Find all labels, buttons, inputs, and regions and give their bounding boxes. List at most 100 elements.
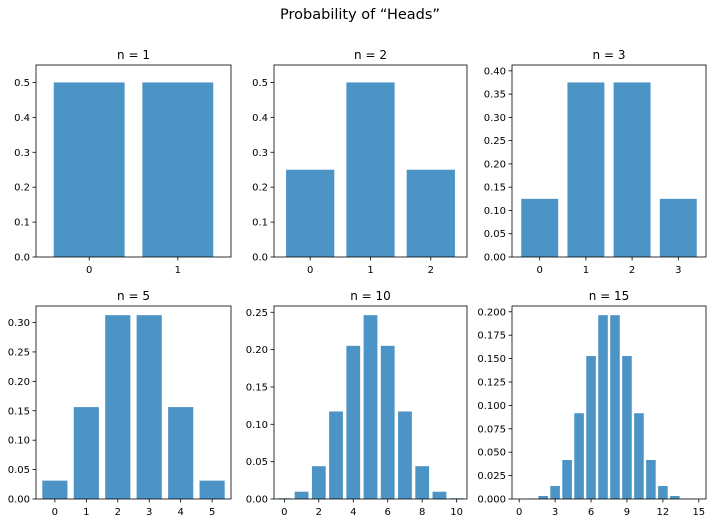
bar-11 [646,460,656,499]
y-tick-label: 0.175 [477,331,506,342]
bar-10 [634,413,644,499]
bar-5 [574,413,584,499]
y-tick-label: 0.05 [484,229,506,240]
x-tick-label: 6 [588,507,594,518]
bar-13 [670,496,680,499]
bar-9 [432,491,447,499]
y-tick-label: 0.30 [8,318,30,329]
x-tick-label: 4 [350,507,356,518]
bar-6 [586,356,596,499]
y-tick-label: 0.3 [14,148,30,159]
subplot-title: n = 5 [117,289,150,303]
x-tick-label: 2 [316,507,322,518]
axes-frame [273,305,468,500]
subplot-n3: n = 3 0.00 0.05 0.10 0.15 0.20 0.25 0.30 0.35 0.4… [484,48,707,276]
y-tick-label: 0.15 [484,183,506,194]
y-tick-label: 0.2 [14,183,30,194]
y-tick-label: 0.125 [477,378,506,389]
x-tick-label: 0 [86,265,92,276]
y-tick-label: 0.3 [252,148,268,159]
y-tick-label: 0.10 [246,420,268,431]
y-tick-label: 0.05 [246,457,268,468]
subplot-n1: n = 1 0.0 0.1 0.2 0.3 0.4 0.5 0 1 [14,48,232,276]
y-tick-label: 0.35 [484,90,506,101]
x-tick-label: 1 [583,265,589,276]
bar-0 [521,198,559,257]
bar-0 [286,169,335,257]
y-tick-label: 0.00 [484,253,506,264]
subplot-grid: n = 10.00.10.20.30.40.50 1n = 20.00.10.20… [8,48,707,518]
y-tick-label: 0.00 [8,495,30,506]
y-tick-label: 0.40 [484,66,506,77]
bar-7 [598,315,608,499]
x-tick-label: 1 [83,507,89,518]
subplot-n15: n = 15 0.000 0.025 0.050 0.075 0.100 0.125 0.15… [477,289,707,518]
y-tick-label: 0.000 [477,495,506,506]
x-tick-label: 5 [209,507,215,518]
bar-4 [168,407,194,499]
y-tick-label: 0.25 [246,308,268,319]
axes-frame [35,305,232,500]
x-tick-label: 3 [552,507,558,518]
x-tick-label: 1 [367,265,373,276]
x-tick-label: 10 [450,507,463,518]
y-tick-label: 0.4 [252,113,268,124]
bar-3 [329,411,343,499]
subplot-title: n = 10 [350,289,391,303]
y-tick-label: 0.5 [252,78,268,89]
x-tick-label: 2 [428,265,434,276]
y-tick-label: 0.150 [477,354,506,365]
subplot-title: n = 2 [354,48,387,62]
bar-6 [380,345,395,499]
x-tick-label: 0 [281,507,287,518]
subplot-n5: n = 5 0.00 0.05 0.10 0.15 0.20 0.25 0.30 0 1 2 3 4 5 [8,289,232,518]
subplot-n10: n = 10 0.00 0.05 0.10 0.15 0.20 0.25 0 2 4 6 8 10 [246,289,468,518]
y-tick-label: 0.0 [14,253,30,264]
y-tick-label: 0.1 [252,218,268,229]
y-tick-label: 0.30 [484,113,506,124]
bar-3 [136,315,162,499]
y-tick-label: 0.100 [477,401,506,412]
bar-4 [346,345,361,499]
y-tick-label: 0.20 [246,345,268,356]
bar-1 [142,82,214,257]
x-tick-label: 15 [692,507,705,518]
bar-3 [550,486,560,499]
y-tick-label: 0.25 [484,136,506,147]
y-tick-label: 0.10 [8,436,30,447]
bar-12 [658,486,668,499]
x-tick-label: 3 [146,507,152,518]
bar-1 [567,82,605,257]
x-tick-label: 9 [624,507,630,518]
y-tick-label: 0.10 [484,206,506,217]
y-tick-label: 0.025 [477,471,506,482]
y-tick-label: 0.05 [8,465,30,476]
bar-2 [406,169,455,257]
subplot-title: n = 15 [589,289,630,303]
bar-1 [346,82,395,257]
bar-2 [538,496,548,499]
x-tick-label: 8 [419,507,425,518]
x-tick-label: 0 [52,507,58,518]
subplot-title: n = 3 [593,48,626,62]
x-tick-label: 2 [115,507,121,518]
y-tick-label: 0.2 [252,183,268,194]
bar-4 [562,460,572,499]
axes-frame [511,64,707,258]
bar-1 [73,407,99,499]
bar-9 [622,356,632,499]
x-tick-label: 0 [516,507,522,518]
x-tick-label: 0 [537,265,543,276]
bar-5 [199,480,225,499]
bar-8 [610,315,620,499]
bar-2 [105,315,131,499]
bar-0 [53,82,125,257]
y-tick-label: 0.25 [8,347,30,358]
y-tick-label: 0.0 [252,253,268,264]
x-tick-label: 12 [657,507,670,518]
axes-frame [35,64,232,258]
x-tick-label: 0 [307,265,313,276]
y-tick-label: 0.15 [8,406,30,417]
bar-0 [42,480,68,499]
